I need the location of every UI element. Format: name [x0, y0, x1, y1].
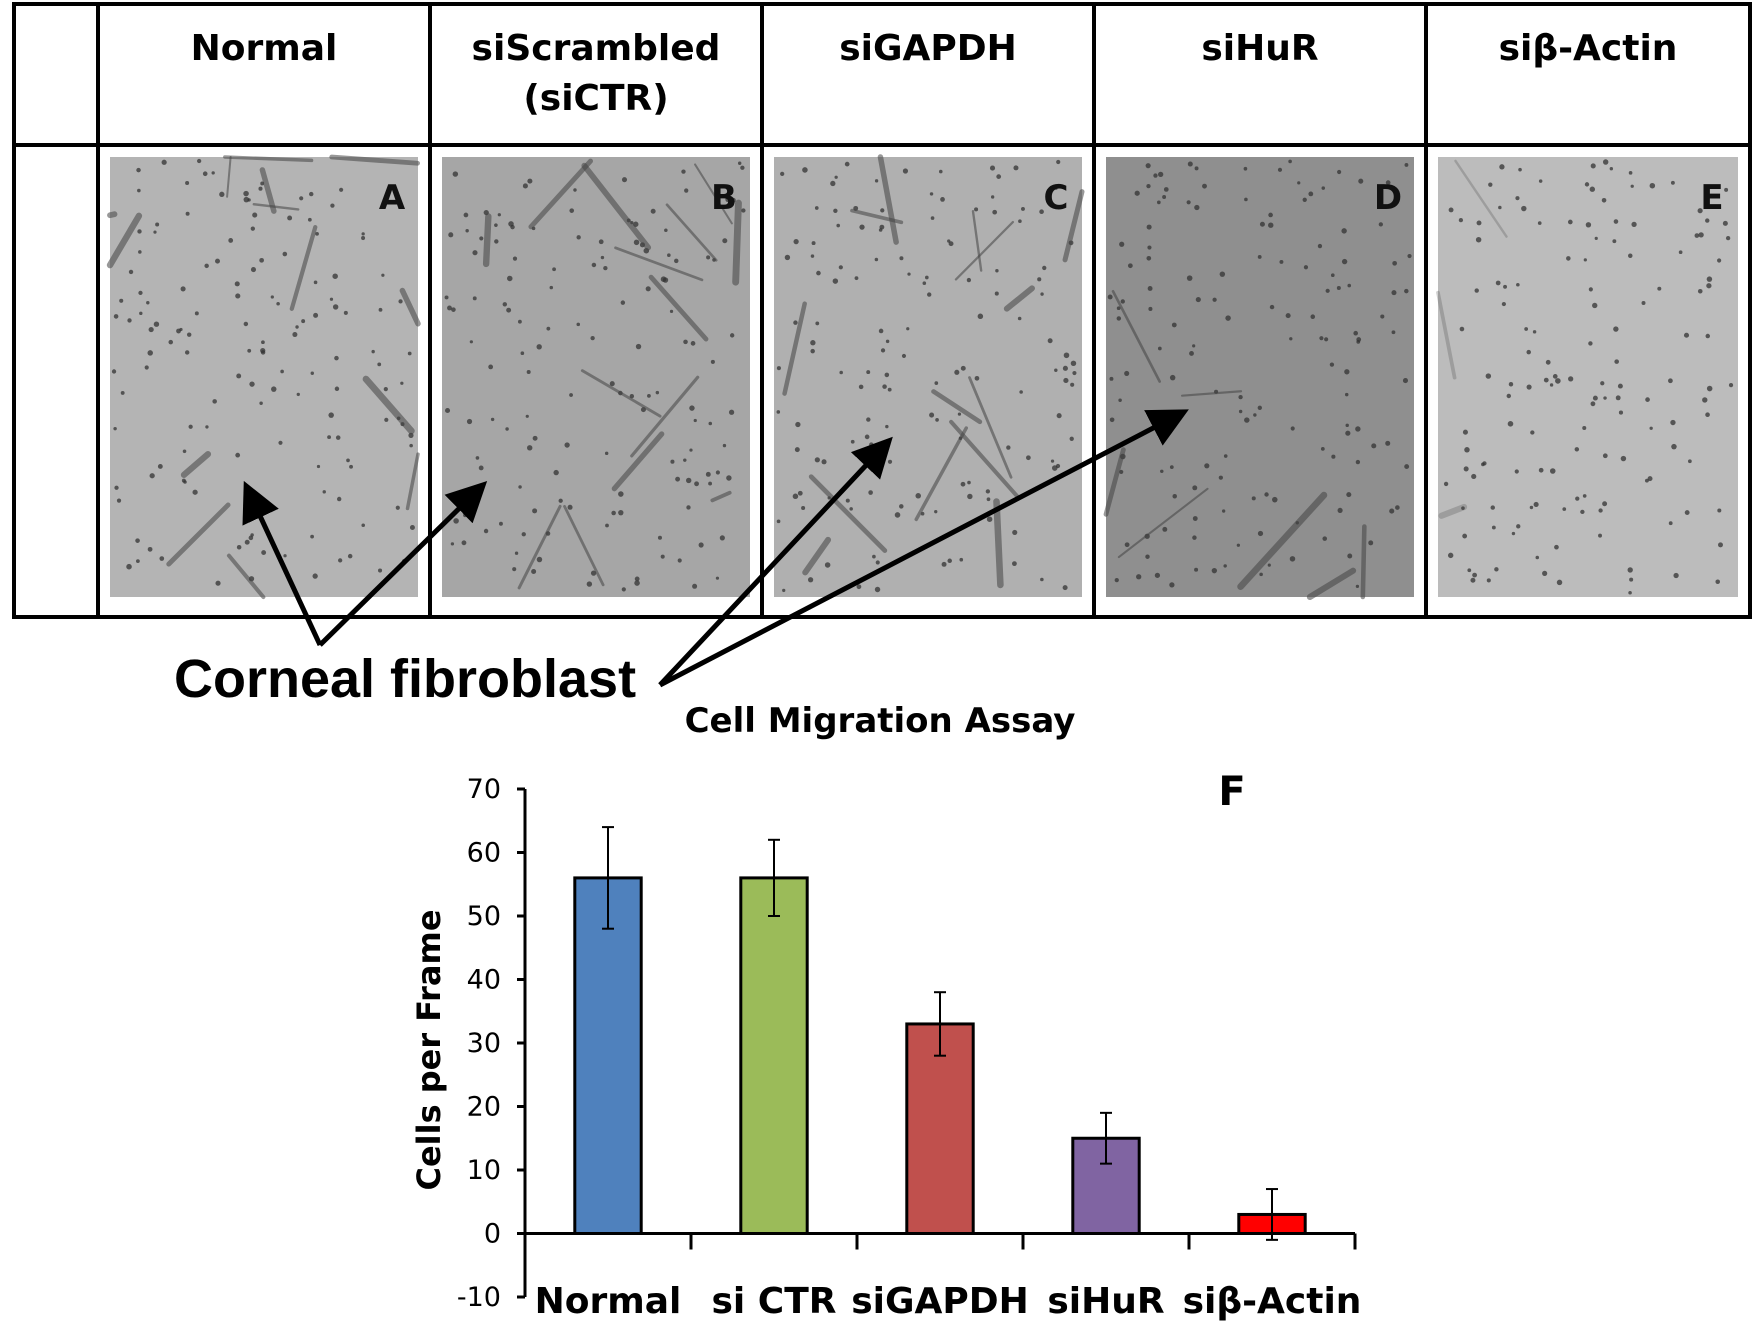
- panel-letter-a: A: [379, 178, 406, 218]
- chart-title: Cell Migration Assay: [685, 701, 1076, 741]
- bar-chart: Cell Migration Assay F Cells per Frame -…: [410, 701, 1361, 1322]
- bar-3: [905, 1022, 975, 1236]
- annotation-arrow: [242, 480, 323, 647]
- panel-header-4: siHuR: [1201, 28, 1318, 69]
- y-tick-label: 0: [484, 1219, 501, 1250]
- x-tick-label: si CTR: [712, 1281, 837, 1322]
- panel-letter-c: C: [1044, 178, 1069, 218]
- annotation-arrow: [658, 436, 893, 687]
- annotation-label: Corneal fibroblast: [174, 649, 636, 709]
- y-tick-label: 70: [467, 774, 501, 805]
- x-tick-label: siGAPDH: [851, 1281, 1029, 1322]
- bar-2: [739, 876, 809, 1236]
- table-frame: [12, 2, 1752, 619]
- micrograph-c: [774, 154, 1085, 597]
- y-axis-label: Cells per Frame: [410, 909, 448, 1190]
- bar-1: [573, 876, 643, 1236]
- micrograph-a: [106, 154, 421, 600]
- y-tick-label: 10: [467, 1155, 501, 1186]
- micrograph-e: [1436, 157, 1738, 597]
- y-tick-label: 30: [467, 1028, 501, 1059]
- micrograph-d: [1103, 157, 1414, 601]
- panel-letter-e: E: [1700, 178, 1723, 218]
- x-tick-label: siHuR: [1047, 1281, 1164, 1322]
- y-tick-label: 50: [467, 901, 501, 932]
- x-tick-label: Normal: [535, 1281, 682, 1322]
- panel-header-2: (siCTR): [523, 78, 668, 119]
- chart-panel-label: F: [1218, 769, 1245, 815]
- y-tick-label: 40: [467, 965, 501, 996]
- micrograph-b: [442, 157, 750, 597]
- panel-header-5: siβ-Actin: [1499, 28, 1678, 69]
- panel-table: A B C D E Normal siScrambled (siCTR) siGAPDH siH…: [12, 2, 1752, 619]
- x-tick-label: siβ-Actin: [1183, 1281, 1362, 1322]
- annotation-group: Corneal fibroblast: [174, 409, 1189, 709]
- annotation-arrow: [318, 480, 488, 647]
- y-tick-label: -10: [457, 1282, 501, 1313]
- panel-letter-d: D: [1374, 178, 1402, 218]
- y-tick-label: 60: [467, 838, 501, 869]
- annotation-arrow: [658, 409, 1189, 688]
- panel-header-2: siScrambled: [472, 28, 721, 69]
- panel-letter-b: B: [711, 178, 737, 218]
- y-tick-label: 20: [467, 1092, 501, 1123]
- panel-header-3: siGAPDH: [839, 28, 1017, 69]
- panel-header-1: Normal: [191, 28, 338, 69]
